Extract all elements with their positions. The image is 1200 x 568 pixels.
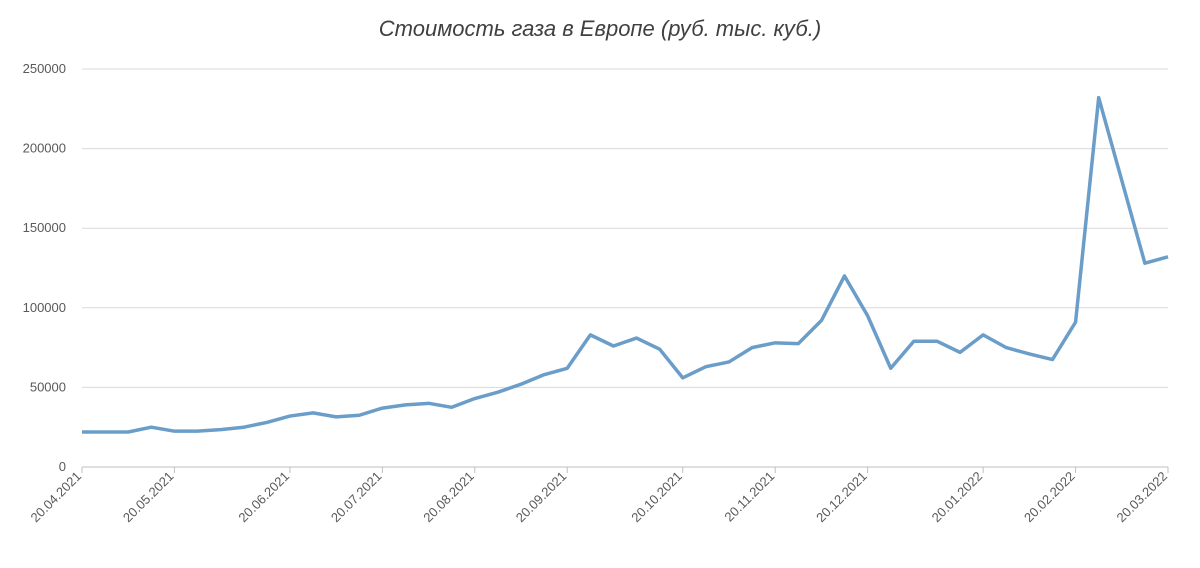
x-tick-label: 20.05.2021 xyxy=(120,469,177,526)
x-tick-label: 20.06.2021 xyxy=(235,469,292,526)
chart-title: Стоимость газа в Европе (руб. тыс. куб.) xyxy=(379,16,821,41)
y-tick-label: 100000 xyxy=(23,300,66,315)
y-tick-label: 50000 xyxy=(30,379,66,394)
data-line xyxy=(82,95,1169,434)
x-tick-label: 20.08.2021 xyxy=(420,469,477,526)
x-tick-label: 20.04.2021 xyxy=(27,469,84,526)
x-tick-label: 20.07.2021 xyxy=(328,469,385,526)
x-tick-label: 20.01.2022 xyxy=(929,469,986,526)
x-tick-label: 20.03.2022 xyxy=(1113,469,1170,526)
y-tick-label: 200000 xyxy=(23,141,66,156)
x-tick-label: 20.11.2021 xyxy=(721,469,777,525)
x-tick-label: 20.09.2021 xyxy=(513,469,570,526)
x-tick-label: 20.12.2021 xyxy=(813,469,870,526)
y-tick-label: 0 xyxy=(59,459,66,474)
y-tick-label: 150000 xyxy=(23,220,66,235)
y-tick-label: 250000 xyxy=(23,61,66,76)
x-tick-label: 20.10.2021 xyxy=(628,469,685,526)
x-tick-label: 20.02.2022 xyxy=(1021,469,1078,526)
